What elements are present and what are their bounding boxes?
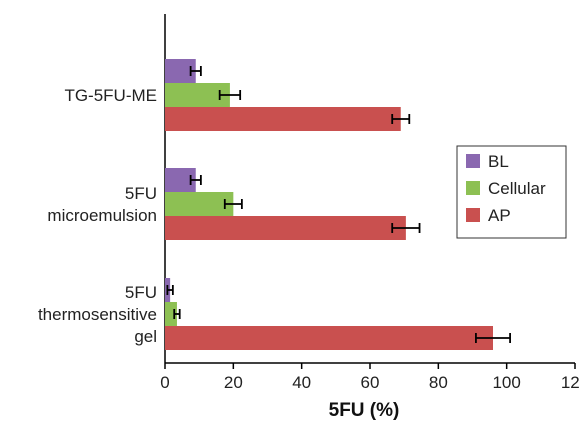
legend: BL Cellular AP [456, 145, 567, 239]
category-label: TG-5FU-ME [64, 86, 157, 105]
error-bar-ap-1 [391, 223, 421, 233]
plot-area: 0 20 40 60 80 100 120 TG-5FU-ME 5FU microemulsio… [38, 14, 579, 392]
legend-label-cellular: Cellular [488, 179, 546, 198]
bar-cellular-2 [165, 302, 177, 326]
x-axis-title: 5FU (%) [329, 400, 400, 421]
legend-swatch-ap [466, 208, 480, 222]
error-bar-ap-2 [475, 333, 511, 343]
error-bar-cellular-1 [223, 199, 243, 209]
x-tick-label: 40 [292, 373, 311, 392]
category-label: gel [134, 327, 157, 346]
legend-swatch-bl [466, 154, 480, 168]
legend-label-ap: AP [488, 206, 511, 225]
x-tick-label: 20 [224, 373, 243, 392]
error-bar-bl-1 [189, 175, 202, 185]
category-labels: TG-5FU-ME 5FU microemulsion 5FU thermosensit… [38, 86, 157, 346]
x-tick-label: 100 [492, 373, 520, 392]
error-bar-cellular-2 [173, 309, 181, 319]
error-bar-bl-2 [166, 285, 174, 295]
bar-ap-1 [165, 216, 406, 240]
legend-swatch-cellular [466, 181, 480, 195]
bars-layer [165, 59, 493, 350]
x-tick-label: 80 [429, 373, 448, 392]
x-ticks: 0 20 40 60 80 100 120 [160, 363, 579, 392]
category-label: 5FU [125, 184, 157, 203]
error-bar-bl-0 [189, 66, 202, 76]
legend-label-bl: BL [488, 152, 509, 171]
bar-ap-2 [165, 326, 493, 350]
error-bar-ap-0 [391, 114, 411, 124]
category-label: 5FU [125, 283, 157, 302]
x-tick-label: 60 [361, 373, 380, 392]
error-bar-cellular-0 [218, 90, 242, 100]
x-tick-label: 0 [160, 373, 169, 392]
category-label: thermosensitive [38, 305, 157, 324]
bar-cellular-1 [165, 192, 234, 216]
error-bars-layer [166, 66, 511, 343]
bar-ap-0 [165, 107, 401, 131]
category-label: microemulsion [47, 206, 157, 225]
x-tick-label: 120 [561, 373, 579, 392]
